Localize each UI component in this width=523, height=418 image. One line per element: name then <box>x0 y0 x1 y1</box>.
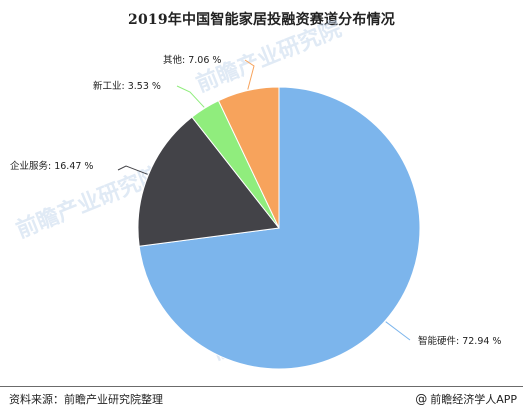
pie-chart: 前瞻产业研究院前瞻产业研究院前瞻产业研究院前瞻产业研究院 智能硬件: 72.94… <box>10 16 501 370</box>
pie-slices <box>137 86 421 370</box>
slice-label-3: 其他: 7.06 % <box>163 54 221 66</box>
at-icon: @ <box>415 392 428 406</box>
slice-labels: 智能硬件: 72.94 % 企业服务: 16.47 % 新工业: 3.53 % 其他:… <box>10 54 501 347</box>
label-leader-lines <box>117 59 411 341</box>
leader-line-0 <box>385 321 411 341</box>
footer-divider <box>0 386 523 387</box>
pie-slice-3 <box>217 86 280 229</box>
leader-line-2 <box>176 85 205 108</box>
slice-label-2: 新工业: 3.53 % <box>93 80 161 92</box>
leader-line-3 <box>244 59 255 90</box>
footer-source: 资料来源：前瞻产业研究院整理 <box>9 393 163 406</box>
slice-label-1: 企业服务: 16.47 % <box>10 160 93 172</box>
footer-brand: @ 前瞻经济学人APP <box>415 391 517 407</box>
slice-label-0: 智能硬件: 72.94 % <box>418 335 501 347</box>
chart-title: 2019年中国智能家居投融资赛道分布情况 <box>128 12 395 28</box>
pie-slice-1 <box>137 116 280 247</box>
footer-brand-label: 前瞻经济学人APP <box>430 393 517 406</box>
leader-line-1 <box>117 165 148 175</box>
